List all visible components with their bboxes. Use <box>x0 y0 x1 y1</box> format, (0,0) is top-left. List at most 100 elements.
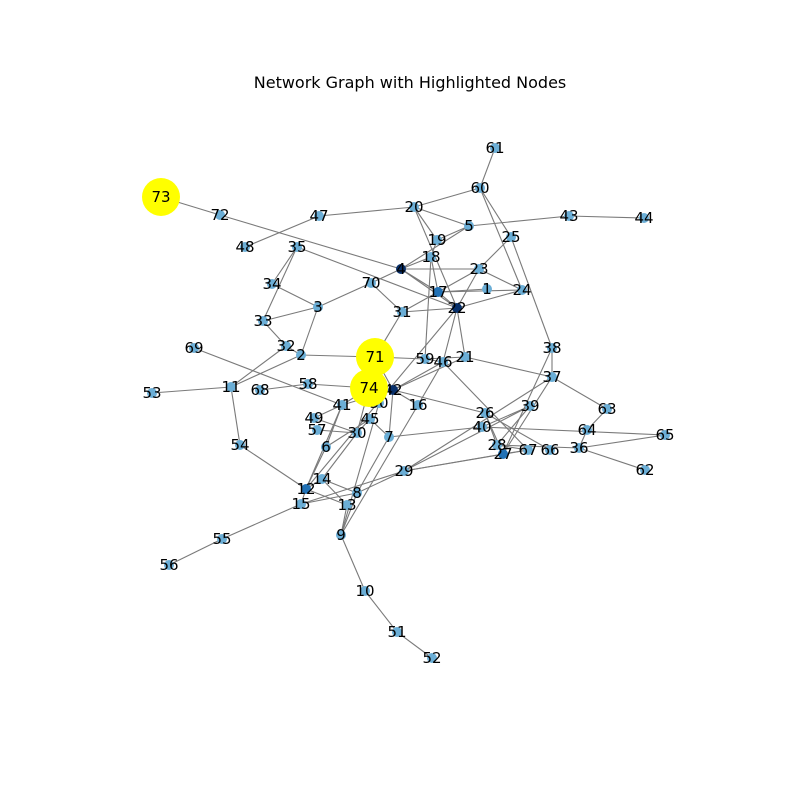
edge-60-61 <box>479 147 496 189</box>
edge-42-26 <box>392 389 486 414</box>
node-label-62: 62 <box>635 461 654 479</box>
edge-69-41 <box>193 347 343 406</box>
node-circle-44 <box>639 213 649 223</box>
node-label-43: 43 <box>559 207 578 225</box>
node-circle-48 <box>240 242 250 252</box>
node-9: 9 <box>336 526 346 544</box>
nodes-layer: 1234567891011121314151617181920212223242… <box>142 139 675 667</box>
edge-48-47 <box>244 215 320 248</box>
edge-4-5 <box>400 225 470 270</box>
node-label-54: 54 <box>230 436 249 454</box>
edge-2-11 <box>230 354 302 388</box>
edge-22-21 <box>456 307 466 358</box>
node-circle-37 <box>547 372 557 382</box>
node-circle-59 <box>420 354 430 364</box>
edge-42-7 <box>388 389 394 438</box>
edge-20-60 <box>413 187 481 208</box>
node-circle-43 <box>564 211 574 221</box>
node-label-49: 49 <box>304 409 323 427</box>
node-49: 49 <box>304 409 323 427</box>
node-30: 30 <box>347 424 366 442</box>
node-56: 56 <box>159 556 178 574</box>
edge-46-67 <box>442 361 529 451</box>
node-circle-46 <box>438 357 448 367</box>
edge-55-56 <box>168 538 223 566</box>
node-label-21: 21 <box>455 348 474 366</box>
edge-30-14 <box>321 432 358 480</box>
node-label-11: 11 <box>221 378 240 396</box>
node-circle-1 <box>482 284 492 294</box>
edge-23-24 <box>478 268 523 291</box>
edge-14-8 <box>321 478 358 494</box>
node-circle-21 <box>460 352 470 362</box>
node-label-28: 28 <box>487 436 506 454</box>
edge-38-27 <box>502 347 553 455</box>
node-label-72: 72 <box>210 206 229 224</box>
node-circle-5 <box>464 221 474 231</box>
node-circle-4 <box>396 264 406 274</box>
node-18: 18 <box>421 248 440 266</box>
node-22: 22 <box>447 299 466 317</box>
node-7: 7 <box>384 428 394 446</box>
edge-32-11 <box>230 345 287 388</box>
node-circle-39 <box>525 401 535 411</box>
edge-8-29 <box>356 470 405 494</box>
edge-11-54 <box>230 386 241 446</box>
node-25: 25 <box>501 228 520 246</box>
edge-70-31 <box>370 282 403 313</box>
node-label-42: 42 <box>383 381 402 399</box>
node-5: 5 <box>464 217 474 235</box>
node-label-57: 57 <box>307 421 326 439</box>
node-11: 11 <box>221 378 240 396</box>
node-circle-51 <box>392 627 402 637</box>
node-label-31: 31 <box>392 303 411 321</box>
edge-70-4 <box>370 268 402 284</box>
node-circle-70 <box>366 278 376 288</box>
edge-14-13 <box>321 478 348 506</box>
node-circle-22 <box>452 303 462 313</box>
node-label-37: 37 <box>542 368 561 386</box>
node-circle-26 <box>480 408 490 418</box>
node-circle-63 <box>602 404 612 414</box>
node-label-74: 74 <box>359 379 378 397</box>
node-64: 64 <box>577 421 596 439</box>
node-label-19: 19 <box>427 231 446 249</box>
node-66: 66 <box>540 441 559 459</box>
edge-18-17 <box>430 256 439 293</box>
node-label-69: 69 <box>184 339 203 357</box>
node-label-14: 14 <box>312 470 331 488</box>
edge-41-49 <box>313 404 343 419</box>
edge-15-55 <box>221 503 302 540</box>
node-label-65: 65 <box>655 426 674 444</box>
node-label-48: 48 <box>235 238 254 256</box>
node-8: 8 <box>352 484 362 502</box>
node-label-38: 38 <box>542 339 561 357</box>
edge-12-54 <box>239 444 307 490</box>
node-label-44: 44 <box>634 209 653 227</box>
node-circle-60 <box>475 183 485 193</box>
edge-21-37 <box>464 356 553 378</box>
node-label-46: 46 <box>433 353 452 371</box>
edge-46-16 <box>417 361 444 406</box>
edge-33-32 <box>262 320 287 347</box>
edge-16-9 <box>340 404 419 536</box>
node-label-36: 36 <box>569 439 588 457</box>
node-19: 19 <box>427 231 446 249</box>
node-12: 12 <box>296 480 315 498</box>
node-circle-36 <box>574 443 584 453</box>
node-circle-45 <box>365 414 375 424</box>
node-label-26: 26 <box>475 404 494 422</box>
node-circle-20 <box>409 202 419 212</box>
node-63: 63 <box>597 400 616 418</box>
node-label-17: 17 <box>428 283 447 301</box>
node-label-47: 47 <box>309 207 328 225</box>
node-circle-41 <box>337 400 347 410</box>
edge-39-29 <box>403 405 531 472</box>
edge-36-62 <box>578 447 646 471</box>
edges-layer <box>151 147 666 659</box>
node-29: 29 <box>394 462 413 480</box>
node-55: 55 <box>212 530 231 548</box>
node-circle-68 <box>255 385 265 395</box>
node-45: 45 <box>360 410 379 428</box>
